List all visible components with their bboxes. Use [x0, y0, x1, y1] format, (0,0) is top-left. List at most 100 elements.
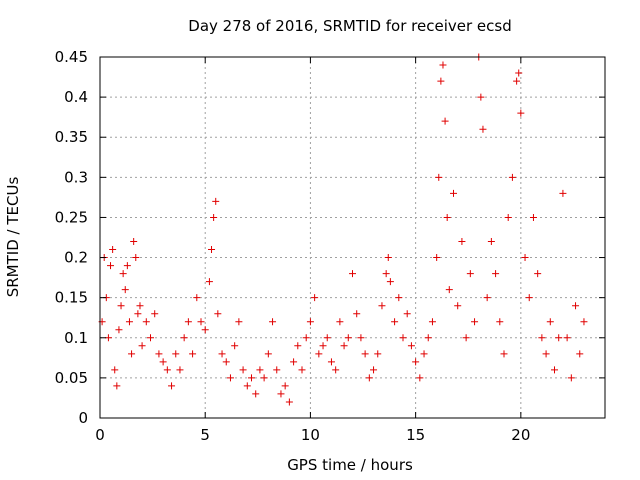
data-point: [454, 302, 462, 310]
data-point: [218, 350, 226, 358]
data-point: [285, 398, 293, 406]
data-point: [361, 350, 369, 358]
y-tick-label: 0.2: [64, 249, 88, 267]
data-point: [357, 334, 365, 342]
data-point: [479, 125, 487, 133]
y-tick-label: 0.45: [55, 48, 88, 66]
data-point: [260, 374, 268, 382]
data-point: [416, 374, 424, 382]
y-tick-label: 0.15: [55, 289, 88, 307]
y-tick-label: 0.35: [55, 128, 88, 146]
data-point: [439, 61, 447, 69]
data-point: [281, 382, 289, 390]
data-point: [151, 310, 159, 318]
data-point: [306, 318, 314, 326]
data-point: [226, 374, 234, 382]
y-tick-label: 0.1: [64, 329, 88, 347]
data-point: [340, 342, 348, 350]
data-point: [517, 109, 525, 117]
x-tick-label: 5: [200, 426, 210, 444]
data-point: [344, 334, 352, 342]
data-point: [466, 270, 474, 278]
data-point: [138, 342, 146, 350]
data-point: [189, 350, 197, 358]
data-point: [496, 318, 504, 326]
data-point: [412, 358, 420, 366]
data-point: [534, 270, 542, 278]
data-point: [323, 334, 331, 342]
data-point: [252, 390, 260, 398]
data-point: [243, 382, 251, 390]
data-point: [231, 342, 239, 350]
data-point: [130, 238, 138, 246]
data-point: [176, 366, 184, 374]
data-point: [235, 318, 243, 326]
data-point: [555, 334, 563, 342]
data-point: [159, 358, 167, 366]
grid-lines: [100, 57, 605, 418]
data-point: [163, 366, 171, 374]
data-point: [542, 350, 550, 358]
data-point: [256, 366, 264, 374]
data-point: [123, 262, 131, 270]
data-point: [458, 238, 466, 246]
data-point: [513, 77, 521, 85]
y-tick-label: 0.3: [64, 168, 88, 186]
data-point: [563, 334, 571, 342]
data-point: [395, 294, 403, 302]
data-point: [294, 342, 302, 350]
data-point: [184, 318, 192, 326]
data-point: [264, 350, 272, 358]
data-point: [370, 366, 378, 374]
data-point: [115, 326, 123, 334]
data-point: [311, 294, 319, 302]
data-point: [214, 310, 222, 318]
data-point: [515, 69, 523, 77]
data-point: [210, 213, 218, 221]
data-point: [386, 278, 394, 286]
y-tick-label: 0.25: [55, 208, 88, 226]
data-point: [277, 390, 285, 398]
data-point: [420, 350, 428, 358]
data-point: [538, 334, 546, 342]
data-point: [113, 382, 121, 390]
data-point: [290, 358, 298, 366]
data-point: [572, 302, 580, 310]
data-point: [399, 334, 407, 342]
data-point: [521, 254, 529, 262]
data-point: [336, 318, 344, 326]
data-point: [441, 117, 449, 125]
data-point: [508, 173, 516, 181]
data-point: [435, 173, 443, 181]
x-tick-label: 0: [95, 426, 105, 444]
data-point: [302, 334, 310, 342]
data-point: [407, 342, 415, 350]
data-point: [168, 382, 176, 390]
data-point: [193, 294, 201, 302]
data-point: [349, 270, 356, 278]
data-point: [121, 286, 129, 294]
data-point: [559, 189, 567, 197]
data-points: [98, 53, 588, 406]
x-tick-label: 20: [511, 426, 530, 444]
data-point: [111, 366, 119, 374]
data-point: [450, 189, 457, 197]
y-tick-label: 0.4: [64, 88, 88, 106]
data-point: [433, 254, 441, 262]
axis-ticks: 0 5 10 15 20 0 0.05 0.1 0.15 0.2 0.25 0.3 0.35 0.4 0.4…: [55, 48, 605, 444]
data-point: [428, 318, 436, 326]
data-point: [197, 318, 205, 326]
y-tick-label: 0.05: [55, 369, 88, 387]
data-point: [136, 302, 144, 310]
data-point: [142, 318, 150, 326]
data-point: [212, 197, 220, 205]
plot-frame: [99, 56, 606, 419]
data-point: [248, 374, 255, 382]
data-point: [353, 310, 361, 318]
data-point: [443, 213, 451, 221]
data-point: [567, 374, 575, 382]
data-point: [205, 278, 213, 286]
data-point: [487, 238, 495, 246]
data-point: [471, 318, 479, 326]
